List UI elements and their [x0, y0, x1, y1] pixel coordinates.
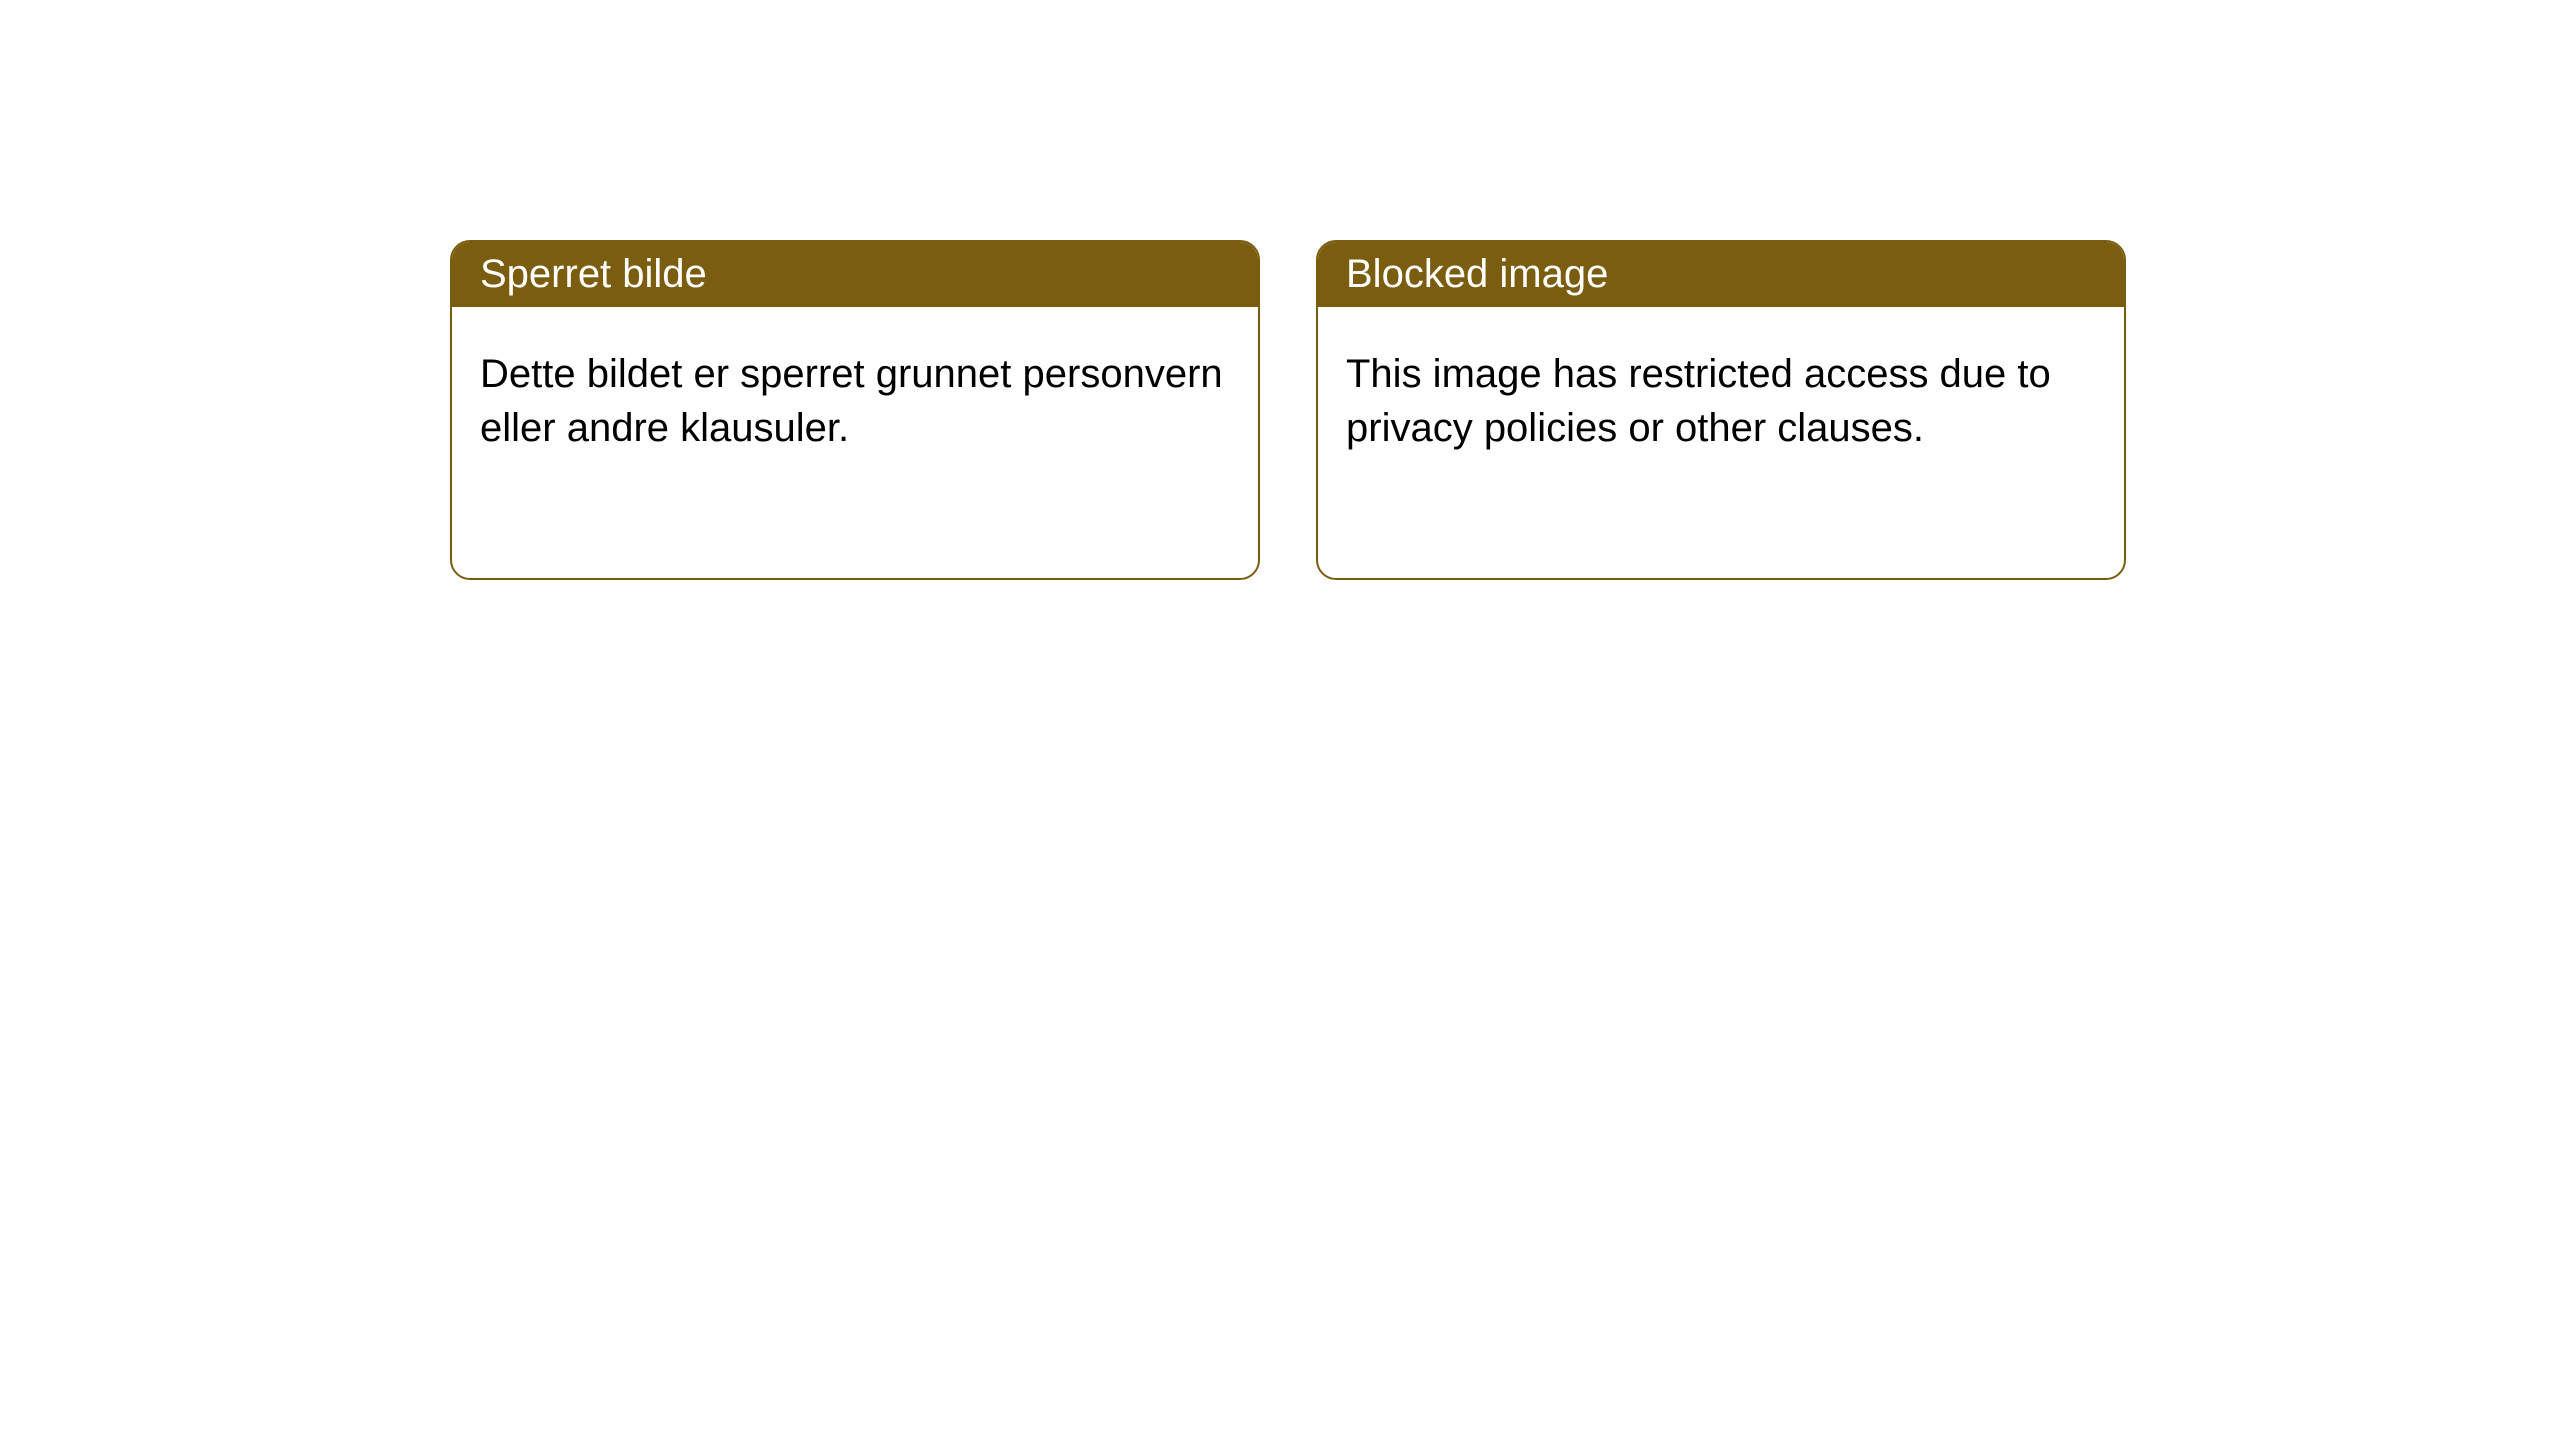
notice-cards-container: Sperret bilde Dette bildet er sperret gr… [0, 0, 2560, 580]
notice-body-english: This image has restricted access due to … [1318, 307, 2124, 495]
notice-card-english: Blocked image This image has restricted … [1316, 240, 2126, 580]
notice-card-norwegian: Sperret bilde Dette bildet er sperret gr… [450, 240, 1260, 580]
notice-header-english: Blocked image [1318, 242, 2124, 307]
notice-header-norwegian: Sperret bilde [452, 242, 1258, 307]
notice-body-norwegian: Dette bildet er sperret grunnet personve… [452, 307, 1258, 495]
